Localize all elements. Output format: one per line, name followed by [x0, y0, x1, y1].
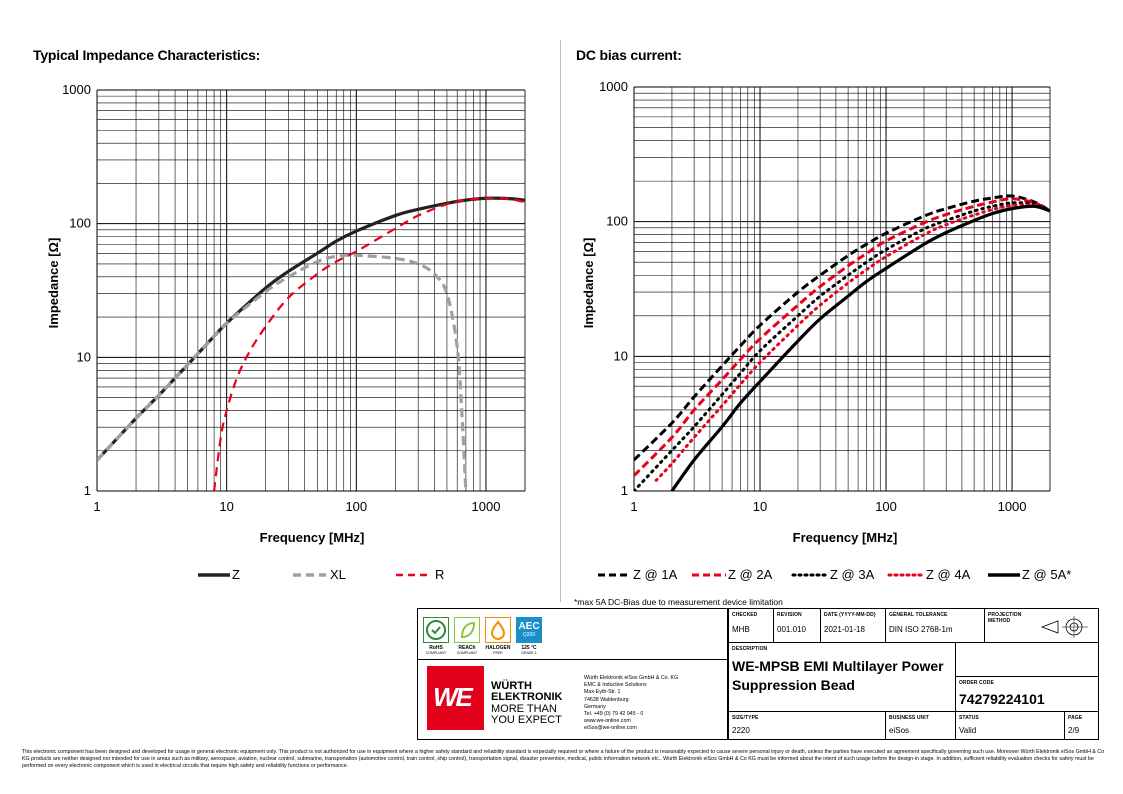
y-tick-label: 1 [84, 483, 91, 498]
series-line-xl [97, 253, 468, 491]
legend-label-3a: Z @ 3A [830, 567, 875, 582]
y-tick-label: 10 [77, 349, 91, 364]
left-ylabel: Impedance [Ω] [46, 238, 61, 329]
y-tick-label: 100 [69, 216, 91, 231]
series-line-z-4a [654, 203, 1050, 482]
company-slogan: MORE THAN YOU EXPECT [491, 703, 562, 726]
x-tick-label: 1000 [998, 499, 1027, 514]
date-cell: DATE (YYYY-MM-DD) 2021-01-18 [820, 608, 886, 643]
business-unit-cell: BUSINESS UNIT eiSos [885, 711, 956, 740]
left-chart-title: Typical Impedance Characteristics: [33, 47, 261, 63]
y-tick-label: 100 [606, 214, 628, 229]
reach-badge [454, 617, 480, 643]
right-ylabel: Impedance [Ω] [581, 238, 596, 329]
right-chart-title: DC bias current: [576, 47, 682, 63]
x-tick-label: 1000 [472, 499, 501, 514]
aec-label: 125 °C [521, 645, 537, 651]
series-line-z-5a [670, 204, 1050, 491]
legend-label-z: Z [232, 567, 240, 582]
projection-cell: PROJECTION METHOD [984, 608, 1099, 643]
projection-symbol-icon [1040, 616, 1088, 638]
y-tick-label: 1000 [62, 82, 91, 97]
legend-label-xl: XL [330, 567, 346, 582]
series-line-z-3a [634, 201, 1050, 491]
order-code-cell: ORDER CODE 74279224101 [955, 676, 1099, 712]
chart-separator [560, 40, 561, 602]
series-line-z-1a [634, 194, 1050, 462]
checked-value: MHB [732, 625, 750, 634]
date-value: 2021-01-18 [824, 625, 865, 634]
x-tick-label: 1 [630, 499, 637, 514]
right-xlabel: Frequency [MHz] [793, 530, 898, 545]
revision-cell: REVISION 001.010 [773, 608, 821, 643]
description-cell: DESCRIPTION WE-MPSB EMI Multilayer Power… [728, 642, 956, 712]
aec-sub: GRADE 1 [521, 651, 537, 655]
size-cell: SIZE/TYPE 2220 [728, 711, 886, 740]
legend-label-1a: Z @ 1A [633, 567, 678, 582]
rohs-badge [423, 617, 449, 643]
we-logo: WE [427, 666, 484, 730]
y-tick-label: 1000 [599, 79, 628, 94]
right-chart: 1 10 100 1000 1 10 100 1000 Impedance [Ω] Frequ… [581, 79, 1051, 545]
status-value: Valid [959, 726, 977, 735]
series-line-z [97, 196, 525, 462]
legend-label-5a: Z @ 5A* [1022, 567, 1072, 582]
series-line-z-2a [634, 197, 1050, 477]
left-chart: 1 10 100 1000 1 10 100 1000 Impedance [Ω] Frequ… [46, 82, 526, 545]
checked-cell: CHECKED MHB [728, 608, 774, 643]
y-tick-label: 10 [614, 348, 628, 363]
order-code-value: 74279224101 [959, 691, 1045, 707]
status-cell: STATUS Valid [955, 711, 1065, 740]
rohs-sub: COMPLIANT [425, 651, 447, 655]
x-tick-label: 100 [875, 499, 897, 514]
x-tick-label: 10 [753, 499, 767, 514]
blank-cell [955, 642, 1099, 677]
company-name: WÜRTH ELEKTRONIK [491, 680, 563, 703]
halogen-badge [485, 617, 511, 643]
x-tick-label: 100 [345, 499, 367, 514]
rohs-label: RoHS [429, 645, 443, 651]
halogen-label: HALOGEN [485, 645, 511, 651]
left-xlabel: Frequency [MHz] [260, 530, 365, 545]
size-value: 2220 [732, 726, 750, 735]
legend-label-2a: Z @ 2A [728, 567, 773, 582]
tolerance-value: DIN ISO 2768-1m [889, 625, 953, 634]
tolerance-cell: GENERAL TOLERANCE DIN ISO 2768-1m [885, 608, 985, 643]
page-value: 2/9 [1068, 726, 1080, 735]
y-tick-label: 1 [621, 483, 628, 498]
revision-value: 001.010 [777, 625, 806, 634]
page-cell: PAGE 2/9 [1064, 711, 1099, 740]
aec-badge: AEC Q200 [516, 617, 542, 643]
product-description: WE-MPSB EMI Multilayer Power Suppression … [732, 658, 944, 693]
company-address: Würth Elektronik eiSos GmbH & Co. KG EMC … [584, 675, 679, 732]
footnote: *max 5A DC-Bias due to measurement devic… [574, 597, 783, 607]
legend-label-4a: Z @ 4A [926, 567, 971, 582]
halogen-sub: FREE [493, 651, 503, 655]
x-tick-label: 1 [93, 499, 100, 514]
reach-sub: COMPLIANT [456, 651, 478, 655]
reach-label: REACh [458, 645, 476, 651]
business-unit-value: eiSos [889, 726, 910, 735]
legend-label-r: R [435, 567, 445, 582]
x-tick-label: 10 [219, 499, 233, 514]
series-line-r [212, 197, 525, 491]
disclaimer-text: This electronic component has been desig… [22, 749, 1105, 769]
